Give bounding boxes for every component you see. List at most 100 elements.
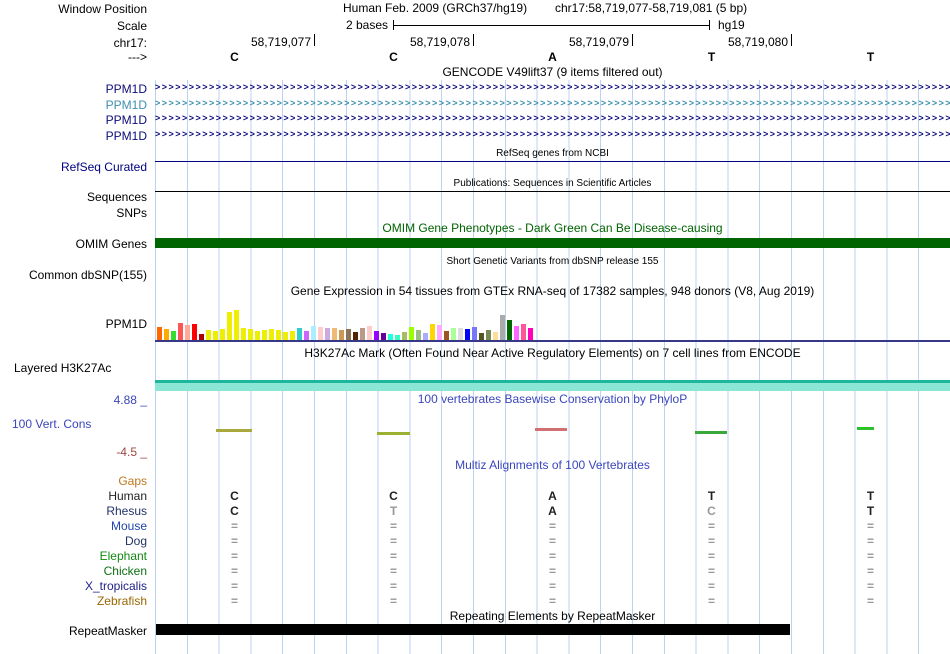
refseq-track-title[interactable]: RefSeq genes from NCBI (496, 148, 609, 159)
h3k27ac-track-label[interactable]: Layered H3K27Ac (14, 361, 112, 375)
gtex-tissue-bar[interactable] (430, 324, 435, 340)
multiz-species-label[interactable]: Mouse (110, 519, 147, 533)
gencode-gene-label[interactable]: PPM1D (105, 113, 147, 127)
multiz-species-label[interactable]: Zebrafish (96, 594, 147, 608)
omim-track-label[interactable]: OMIM Genes (75, 237, 147, 251)
gtex-tissue-bar[interactable] (199, 334, 204, 340)
dbsnp-track-label[interactable]: Common dbSNP(155) (28, 268, 147, 282)
h3k27ac-signal-band[interactable] (155, 383, 950, 391)
conservation-mark[interactable] (377, 432, 410, 435)
conservation-mark[interactable] (535, 428, 567, 431)
gtex-tissue-bar[interactable] (325, 328, 330, 340)
gtex-tissue-bar[interactable] (472, 327, 477, 340)
gtex-tissue-bar[interactable] (185, 325, 190, 340)
multiz-species-label[interactable]: Elephant (99, 549, 147, 563)
gtex-tissue-bar[interactable] (493, 332, 498, 340)
gtex-tissue-bar[interactable] (507, 320, 512, 340)
conservation-mark[interactable] (857, 427, 874, 430)
multiz-species-label[interactable]: Rhesus (106, 504, 147, 518)
snps-track-label[interactable]: SNPs (116, 206, 147, 220)
gtex-tissue-bar[interactable] (458, 328, 463, 340)
gencode-gene-label[interactable]: PPM1D (105, 82, 147, 96)
gencode-gene-label[interactable]: PPM1D (105, 98, 147, 112)
gtex-tissue-bar[interactable] (164, 329, 169, 340)
multiz-species-label[interactable]: Human (108, 489, 147, 503)
multiz-gaps-label[interactable]: Gaps (118, 474, 147, 488)
gtex-tissue-bar[interactable] (381, 333, 386, 340)
gtex-tissue-bar[interactable] (367, 326, 372, 340)
publications-track-title[interactable]: Publications: Sequences in Scientific Ar… (453, 178, 652, 189)
gtex-tissue-bar[interactable] (227, 312, 232, 340)
multiz-species-label[interactable]: Dog (124, 534, 147, 548)
gtex-tissue-bar[interactable] (486, 330, 491, 340)
conservation-mark[interactable] (216, 429, 252, 432)
gtex-tissue-bar[interactable] (178, 323, 183, 340)
gtex-tissue-bar[interactable] (409, 327, 414, 340)
gtex-gene-label[interactable]: PPM1D (105, 317, 147, 331)
gtex-tissue-bar[interactable] (220, 329, 225, 340)
gtex-tissue-bar[interactable] (528, 328, 533, 340)
gtex-tissue-bar[interactable] (283, 332, 288, 340)
multiz-track-title[interactable]: Multiz Alignments of 100 Vertebrates (455, 458, 650, 472)
gtex-tissue-bar[interactable] (521, 324, 526, 340)
gtex-gene-model-line[interactable] (155, 340, 950, 342)
gtex-track-title[interactable]: Gene Expression in 54 tissues from GTEx … (290, 284, 815, 298)
gtex-tissue-bar[interactable] (360, 328, 365, 340)
publications-track-label[interactable]: Sequences (86, 190, 147, 204)
gtex-tissue-bar[interactable] (332, 328, 337, 340)
gtex-tissue-bar[interactable] (290, 331, 295, 340)
gencode-transcript-line[interactable]: >>>>>>>>>>>>>>>>>>>>>>>>>>>>>>>>>>>>>>>>… (155, 82, 950, 92)
gtex-tissue-bar[interactable] (157, 327, 162, 340)
gencode-transcript-line[interactable]: >>>>>>>>>>>>>>>>>>>>>>>>>>>>>>>>>>>>>>>>… (155, 98, 950, 108)
gencode-transcript-line[interactable]: >>>>>>>>>>>>>>>>>>>>>>>>>>>>>>>>>>>>>>>>… (155, 113, 950, 123)
conservation-mark[interactable] (695, 431, 727, 434)
repeatmasker-track-label[interactable]: RepeatMasker (68, 624, 147, 638)
gencode-gene-label[interactable]: PPM1D (105, 129, 147, 143)
repeatmasker-element-bar[interactable] (156, 624, 790, 635)
multiz-species-label[interactable]: X_tropicalis (84, 579, 147, 593)
publications-track-line[interactable] (155, 191, 950, 192)
gtex-tissue-bar[interactable] (206, 330, 211, 340)
h3k27ac-signal-line[interactable] (155, 380, 950, 383)
gencode-transcript-line[interactable]: >>>>>>>>>>>>>>>>>>>>>>>>>>>>>>>>>>>>>>>>… (155, 129, 950, 139)
gtex-tissue-bar[interactable] (192, 324, 197, 340)
gtex-tissue-bar[interactable] (171, 331, 176, 340)
conservation-track-label[interactable]: 100 Vert. Cons (12, 417, 92, 431)
refseq-track-label[interactable]: RefSeq Curated (60, 160, 147, 174)
gtex-tissue-bar[interactable] (374, 331, 379, 340)
gtex-tissue-bar[interactable] (353, 332, 358, 340)
gtex-tissue-bar[interactable] (248, 329, 253, 340)
repeatmasker-track-title[interactable]: Repeating Elements by RepeatMasker (449, 609, 656, 623)
gtex-tissue-bar[interactable] (514, 326, 519, 340)
gtex-tissue-bar[interactable] (388, 334, 393, 340)
gtex-tissue-bar[interactable] (241, 328, 246, 340)
gtex-tissue-bar[interactable] (416, 330, 421, 340)
gtex-tissue-bar[interactable] (346, 329, 351, 340)
gtex-tissue-bar[interactable] (423, 333, 428, 340)
gtex-tissue-bar[interactable] (262, 330, 267, 340)
multiz-species-label[interactable]: Chicken (103, 564, 147, 578)
h3k27ac-track-title[interactable]: H3K27Ac Mark (Often Found Near Active Re… (304, 346, 801, 360)
gtex-tissue-bar[interactable] (255, 331, 260, 340)
refseq-track-line[interactable] (155, 161, 950, 162)
omim-gene-bar[interactable] (155, 238, 950, 248)
gtex-tissue-bar[interactable] (402, 332, 407, 340)
gtex-tissue-bar[interactable] (395, 335, 400, 340)
gtex-tissue-bar[interactable] (311, 326, 316, 340)
gtex-tissue-bar[interactable] (437, 325, 442, 340)
gtex-tissue-bar[interactable] (465, 329, 470, 340)
gtex-tissue-bar[interactable] (304, 331, 309, 340)
gtex-tissue-bar[interactable] (479, 333, 484, 340)
omim-track-title[interactable]: OMIM Gene Phenotypes - Dark Green Can Be… (382, 221, 723, 235)
conservation-track-title[interactable]: 100 vertebrates Basewise Conservation by… (417, 392, 688, 406)
dbsnp-track-title[interactable]: Short Genetic Variants from dbSNP releas… (446, 256, 659, 267)
gtex-bar-chart[interactable] (157, 308, 547, 340)
gtex-tissue-bar[interactable] (276, 330, 281, 340)
gtex-tissue-bar[interactable] (297, 328, 302, 340)
gtex-tissue-bar[interactable] (444, 331, 449, 340)
gtex-tissue-bar[interactable] (451, 328, 456, 340)
gtex-tissue-bar[interactable] (234, 310, 239, 340)
gtex-tissue-bar[interactable] (500, 315, 505, 340)
gtex-tissue-bar[interactable] (318, 327, 323, 340)
gtex-tissue-bar[interactable] (213, 331, 218, 340)
